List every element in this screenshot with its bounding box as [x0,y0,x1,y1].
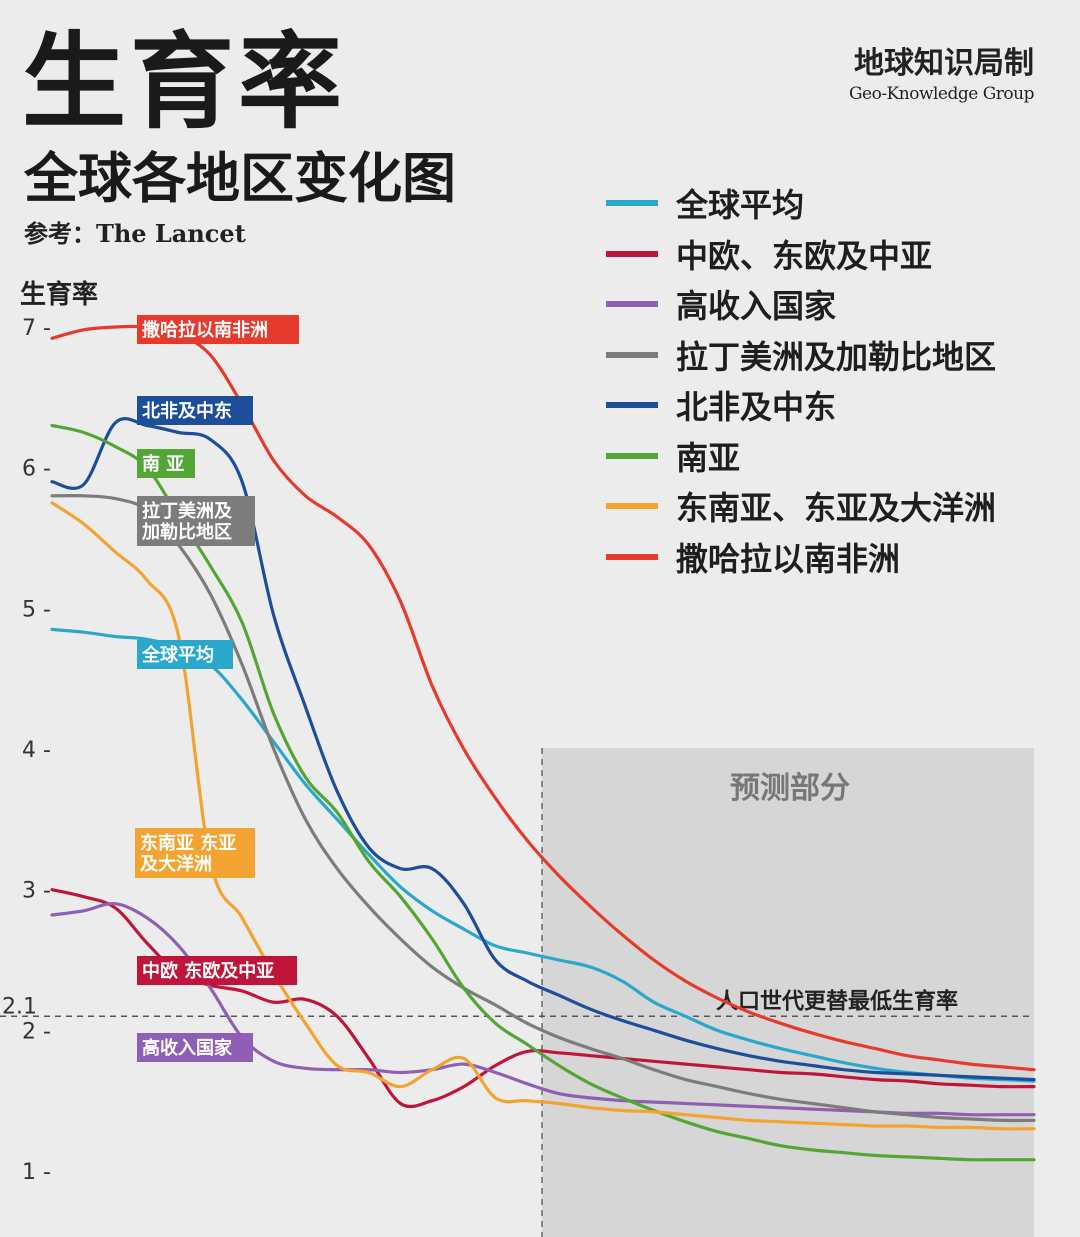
series-tag-high-income: 高收入国家 [142,1037,233,1059]
legend-item-ssa: 撒哈拉以南非洲 [606,532,996,583]
series-tag-world: 全球平均 [141,644,214,666]
legend-item-latam: 拉丁美洲及加勒比地区 [606,330,996,381]
series-line-ceeca [50,888,1036,1109]
brand-name-en: Geo-Knowledge Group [848,84,1035,104]
brand: 地球知识局制 Geo-Knowledge Group [848,38,1035,104]
series-tag-seaeao: 东南亚 东亚 [140,832,236,854]
replacement-rate-label: 人口世代更替最低生育率 [716,988,958,1014]
series-line-seaeao [50,501,1036,1131]
y-tick-label: 7 - [22,316,51,341]
chart-subtitle: 全球各地区变化图 [24,147,456,210]
series-tag-box-mena [137,396,253,425]
series-tag-box-seaeao [135,828,255,878]
brand-name-zh: 地球知识局制 [854,46,1034,81]
legend-swatch [606,452,658,459]
legend-swatch [606,402,658,409]
legend-swatch [606,503,658,510]
legend-item-south-asia: 南亚 [606,431,996,482]
series-tag-latam: 拉丁美洲及 [142,500,233,522]
forecast-area [542,748,1034,1237]
y-axis-label: 生育率 [20,280,99,310]
legend-swatch [606,553,658,560]
y-tick-label: 1 - [22,1160,51,1185]
series-tag-latam: 加勒比地区 [141,521,232,543]
legend-label: 东南亚、东亚及大洋洲 [676,489,997,528]
legend-swatch [606,250,658,257]
legend-label: 北非及中东 [676,388,837,427]
legend-label: 中欧、东欧及中亚 [676,236,933,275]
legend-swatch [606,200,658,207]
legend-label: 撒哈拉以南非洲 [676,539,901,578]
legend-item-mena: 北非及中东 [606,380,996,431]
series-tag-box-ceeca [137,956,297,985]
series-line-south-asia [50,423,1036,1162]
legend-item-high-income: 高收入国家 [606,279,996,330]
y-tick-label: 4 - [22,738,51,763]
legend-label: 南亚 [676,438,741,477]
legend-label: 全球平均 [676,186,805,225]
y-tick-label: 6 - [22,457,51,482]
y-tick-label: 2 - [22,1019,51,1044]
series-tag-south-asia: 南 亚 [142,453,184,475]
series-tag-box-latam [137,496,255,546]
forecast-label: 预测部分 [730,771,850,806]
legend-swatch [606,351,658,358]
series-tag-box-world [137,640,233,669]
legend-item-world: 全球平均 [606,178,996,229]
legend-swatch [606,301,658,308]
series-tag-ssa: 撒哈拉以南非洲 [142,319,268,341]
legend-item-seaeao: 东南亚、东亚及大洋洲 [606,481,996,532]
legend-item-ceeca: 中欧、东欧及中亚 [606,229,996,280]
series-line-latam [50,493,1036,1123]
legend-label: 拉丁美洲及加勒比地区 [676,337,997,376]
replacement-rate-tick: 2.1 [2,994,37,1019]
series-tag-seaeao: 及大洋洲 [140,853,212,875]
chart-title: 生育率 [22,21,347,143]
y-tick-label: 5 - [22,597,51,622]
legend-label: 高收入国家 [676,287,837,326]
legend: 全球平均中欧、东欧及中亚 高收入国家拉丁美洲及加勒比地区 北非及中东南亚东南亚、东亚… [606,178,996,582]
series-line-ssa [50,324,1036,1072]
series-tag-box-ssa [137,315,299,344]
series-line-mena [50,417,1036,1082]
series-tag-mena: 北非及中东 [142,400,232,422]
source-note: 参考：The Lancet [24,219,246,248]
y-tick-label: 3 - [22,879,51,904]
series-tag-box-high-income [137,1033,253,1062]
series-tag-box-south-asia [137,449,195,478]
series-tag-ceeca: 中欧 东欧及中亚 [142,960,274,982]
